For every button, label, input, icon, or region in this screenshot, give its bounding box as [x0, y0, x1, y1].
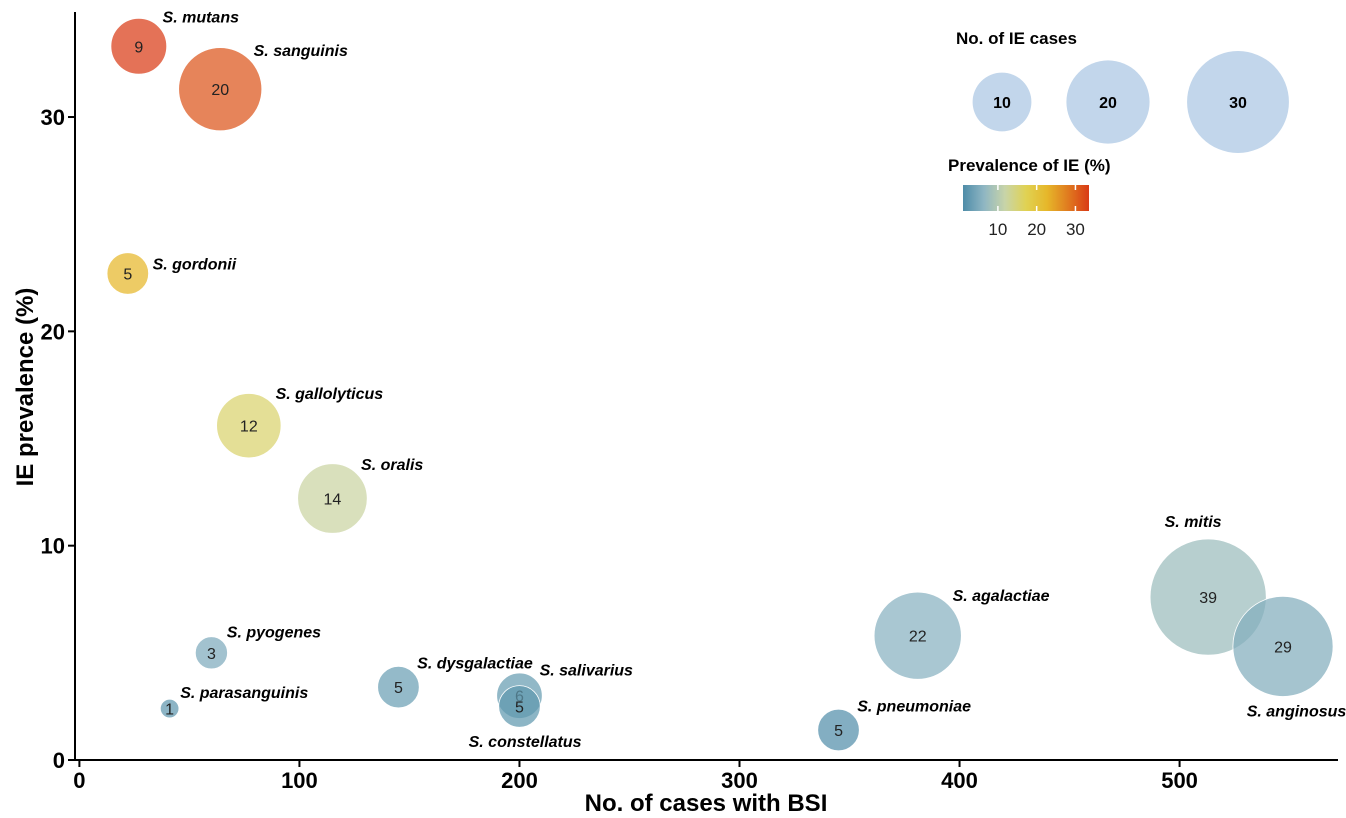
bubble [873, 591, 962, 680]
bubble-value-label: 3 [207, 646, 216, 663]
bubble [106, 252, 150, 295]
size-legend-value: 30 [1229, 95, 1247, 112]
species-label: S. oralis [361, 457, 423, 474]
size-legend-value: 10 [993, 95, 1011, 112]
bubble-value-label: 12 [240, 419, 258, 436]
y-tick-label: 0 [53, 748, 65, 773]
y-tick-label: 30 [41, 105, 65, 130]
bubble [216, 393, 282, 459]
bubble-value-label: 5 [515, 699, 524, 716]
bubble [377, 665, 420, 709]
species-label: S. mitis [1165, 514, 1222, 531]
bubble [178, 47, 263, 132]
bubble-value-label: 1 [165, 702, 174, 719]
y-tick-label: 20 [41, 319, 65, 344]
species-label: S. dysgalactiae [417, 655, 533, 672]
species-label: S. salivarius [540, 663, 633, 680]
bubble-value-label: 29 [1274, 639, 1292, 656]
bubble-value-label: 5 [834, 723, 843, 740]
bubble [498, 685, 541, 728]
species-label: S. constellatus [469, 734, 582, 751]
size-legend-bubble [1066, 60, 1150, 144]
bubble [817, 708, 860, 752]
y-axis-ticks: 0 10 20 30 [41, 105, 75, 773]
species-label: S. anginosus [1247, 703, 1346, 720]
bubble [159, 698, 180, 719]
bubbles: 92051214315655223929 [106, 17, 1334, 752]
bubble-value-label: 9 [134, 39, 143, 56]
x-tick-label: 200 [501, 768, 538, 793]
size-legend-bubble [972, 72, 1032, 132]
bubble [194, 636, 228, 670]
bubble-value-label: 22 [909, 629, 927, 646]
species-labels: S. mutans S. sanguinis S. gordonii S. gallo… [153, 10, 1346, 752]
bubble-value-label: 14 [324, 492, 342, 509]
species-label: S. gallolyticus [276, 386, 384, 403]
axes: 0 100 200 300 400 500 0 10 20 30 No. of cases wi… [12, 12, 1338, 817]
size-legend-title: No. of IE cases [956, 29, 1077, 48]
legend: No. of IE cases 10 20 30 Prevalence of IE … [948, 29, 1289, 239]
x-tick-label: 500 [1161, 768, 1198, 793]
bubble [1232, 595, 1334, 697]
x-tick-label: 0 [73, 768, 85, 793]
size-legend: 10 20 30 [972, 51, 1289, 153]
color-legend-bar [963, 185, 1089, 211]
bubble-value-label: 20 [211, 82, 229, 99]
x-tick-label: 300 [721, 768, 758, 793]
color-legend-tick-label: 20 [1027, 220, 1046, 239]
x-axis-ticks: 0 100 200 300 400 500 [73, 760, 1198, 793]
bubble [297, 463, 368, 534]
species-label: S. agalactiae [953, 588, 1050, 605]
species-label: S. pyogenes [227, 624, 321, 641]
x-axis-title: No. of cases with BSI [585, 790, 828, 817]
color-legend-tick-label: 10 [988, 220, 1007, 239]
size-legend-bubble [1187, 51, 1289, 153]
species-label: S. sanguinis [254, 43, 348, 60]
size-legend-value: 20 [1099, 95, 1117, 112]
x-tick-label: 100 [281, 768, 318, 793]
y-axis-title: IE prevalence (%) [12, 288, 39, 487]
bubble-value-label: 5 [123, 266, 132, 283]
y-tick-label: 10 [41, 534, 65, 559]
color-legend-tick-label: 30 [1066, 220, 1085, 239]
bubble [110, 17, 168, 75]
species-label: S. gordonii [153, 256, 237, 273]
species-label: S. parasanguinis [180, 685, 308, 702]
x-tick-label: 400 [941, 768, 978, 793]
species-label: S. mutans [163, 10, 240, 27]
bubble-value-label: 39 [1199, 590, 1217, 607]
color-legend-title: Prevalence of IE (%) [948, 156, 1111, 175]
bubble-value-label: 5 [394, 680, 403, 697]
species-label: S. pneumoniae [857, 698, 971, 715]
color-legend-ticks: 10 20 30 [988, 185, 1085, 239]
